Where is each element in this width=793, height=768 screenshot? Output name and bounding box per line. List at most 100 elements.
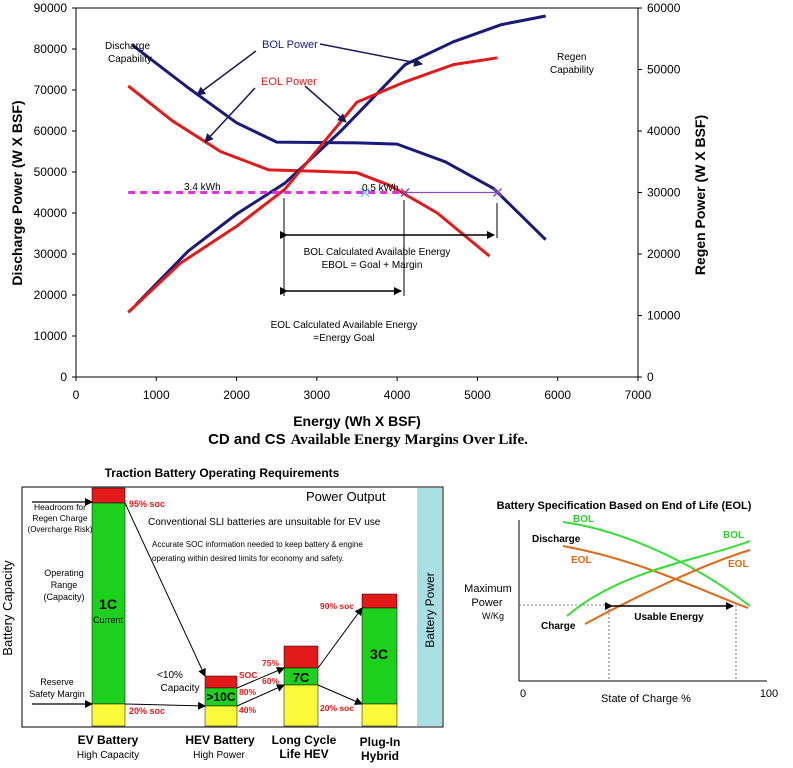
caption-bold: CD and CS xyxy=(208,431,286,448)
hev-soc-mid: 80% xyxy=(239,687,256,697)
eol-discharge-label: EOL xyxy=(571,555,592,566)
lc-yellow-segment xyxy=(283,684,319,727)
ev-rate-label: 1C xyxy=(99,596,117,612)
traction-title: Traction Battery Operating Requirements xyxy=(105,466,340,480)
lc-soc-bottom: 60% xyxy=(262,676,279,686)
hev-soc-top: SOC xyxy=(239,670,257,680)
top-y2-tick-label: 30000 xyxy=(647,186,681,200)
lc-red-segment xyxy=(283,645,319,669)
bol-power-arrow-left xyxy=(196,50,257,96)
ev-green-segment xyxy=(91,502,126,705)
top-y-ticks: 0 10000 20000 30000 40000 50000 60000 70000 8000… xyxy=(34,1,76,384)
series-eol-regen xyxy=(127,56,498,314)
bol-calc-label-1: BOL Calculated Available Energy xyxy=(304,247,451,258)
top-y2-tick-label: 50000 xyxy=(647,63,681,77)
hev-yellow-segment xyxy=(204,705,238,727)
top-y-tick-label: 70000 xyxy=(34,83,68,97)
traction-battery-chart: Traction Battery Operating Requirements … xyxy=(0,466,444,763)
top-x-tick-label: 4000 xyxy=(384,388,411,402)
hev-category-sub: High Power xyxy=(193,750,245,761)
top-y-tick-label: 10000 xyxy=(34,329,68,343)
lc-category-label-1: Long Cycle xyxy=(272,733,337,747)
eol-power-arrow-right xyxy=(304,85,347,123)
power-output-label: Power Output xyxy=(306,489,386,504)
hev-category-label: HEV Battery xyxy=(185,733,255,747)
eol-calc-label-1: EOL Calculated Available Energy xyxy=(271,320,418,331)
reserve-label-2: Safety Margin xyxy=(29,689,85,699)
phev-rate-label: 3C xyxy=(370,646,388,662)
top-y2-tick-label: 40000 xyxy=(647,124,681,138)
eol-charge-label: EOL xyxy=(728,559,749,570)
series-eol-discharge xyxy=(127,84,491,258)
top-x-tick-label: 2000 xyxy=(223,388,250,402)
ev-category-label: EV Battery xyxy=(78,733,139,747)
top-y-tick-label: 50000 xyxy=(34,165,68,179)
top-y-tick-label: 0 xyxy=(60,370,67,384)
top-series-group xyxy=(127,14,547,314)
regen-capability-label-1: Regen xyxy=(557,52,586,63)
bol-discharge-label: BOL xyxy=(573,514,594,525)
top-x-tick-label: 1000 xyxy=(143,388,170,402)
ev-soc-bottom: 20% soc xyxy=(129,706,165,716)
top-y2-ticks: 0 10000 20000 30000 40000 50000 60000 xyxy=(638,1,681,384)
reserve-label-1: Reserve xyxy=(40,677,74,687)
top-x-tick-label: 3000 xyxy=(304,388,331,402)
phev-yellow-segment xyxy=(361,703,398,727)
bol-power-label: BOL Power xyxy=(262,39,318,51)
top-x-tick-label: 6000 xyxy=(544,388,571,402)
note-1: Conventional SLI batteries are unsuitabl… xyxy=(148,517,381,528)
bol-discharge-curve xyxy=(562,521,751,607)
hev-red-segment xyxy=(204,675,238,689)
eol-discharge-curve xyxy=(562,545,749,609)
bol-calc-label-2: EBOL = Goal + Margin xyxy=(322,260,423,271)
top-y-tick-label: 20000 xyxy=(34,288,68,302)
top-x-tick-label: 7000 xyxy=(625,388,652,402)
note-3: operating within desired limits for econ… xyxy=(152,554,344,563)
top-y-tick-label: 60000 xyxy=(34,124,68,138)
phev-red-segment xyxy=(361,593,398,609)
lc-soc-top: 75% xyxy=(262,658,279,668)
discharge-label: Discharge xyxy=(532,534,581,545)
energy-marker xyxy=(492,187,503,198)
eol-power-arrow-left xyxy=(204,87,256,143)
top-y-tick-label: 30000 xyxy=(34,247,68,261)
energy-marker xyxy=(360,187,370,198)
regen-capability-label-2: Capability xyxy=(550,65,594,76)
top-y-tick-label: 40000 xyxy=(34,206,68,220)
top-y2-tick-label: 20000 xyxy=(647,247,681,261)
headroom-label-1: Headroom for xyxy=(34,502,86,512)
discharge-capability-label-2: Capability xyxy=(108,54,152,65)
eol-spec-y-label-2: Power xyxy=(471,597,503,609)
top-y2-tick-label: 0 xyxy=(647,370,654,384)
hev-note-1: <10% xyxy=(157,670,183,681)
top-x-axis-label: Energy (Wh X BSF) xyxy=(293,413,421,429)
top-y-axis-label: Discharge Power (W X BSF) xyxy=(9,100,25,285)
eol-spec-x-tick-0: 0 xyxy=(520,688,526,700)
bol-charge-curve xyxy=(566,540,751,617)
top-y-tick-label: 80000 xyxy=(34,42,68,56)
ev-yellow-segment xyxy=(91,703,126,727)
phev-green-segment xyxy=(361,607,398,705)
discharge-capability-label-1: Discharge xyxy=(105,41,150,52)
top-y-tick-label: 90000 xyxy=(34,1,68,15)
phev-category-label-2: Hybrid xyxy=(361,749,399,763)
bol-power-arrow-right xyxy=(319,43,423,67)
phev-category-label-1: Plug-In xyxy=(360,735,401,749)
figure-caption: CD and CS Available Energy Margins Over L… xyxy=(208,431,528,448)
top-x-ticks: 0 1000 2000 3000 4000 5000 6000 7000 xyxy=(73,377,652,402)
eol-power-label: EOL Power xyxy=(261,76,317,88)
phev-soc-bottom: 20% soc xyxy=(320,703,354,713)
eol-spec-chart: Battery Specification Based on End of Li… xyxy=(464,500,778,705)
eol-spec-y-label-1: Maximum xyxy=(464,583,512,595)
headroom-label-2: Regen Charge xyxy=(32,513,88,523)
operating-label-2: Range xyxy=(51,580,78,590)
kwh-0-5-label: 0.5 kWh xyxy=(362,183,399,194)
energy-marker xyxy=(400,187,410,198)
top-chart: 0 1000 2000 3000 4000 5000 6000 7000 0 10000 2000… xyxy=(9,1,708,429)
lc-category-label-2: Life HEV xyxy=(279,747,328,761)
eol-charge-curve xyxy=(584,549,751,625)
usable-energy-label: Usable Energy xyxy=(634,612,704,623)
hev-rate-label: >10C xyxy=(206,690,235,704)
lc-rate-label: 7C xyxy=(293,670,310,685)
eol-spec-title: Battery Specification Based on End of Li… xyxy=(497,500,752,512)
